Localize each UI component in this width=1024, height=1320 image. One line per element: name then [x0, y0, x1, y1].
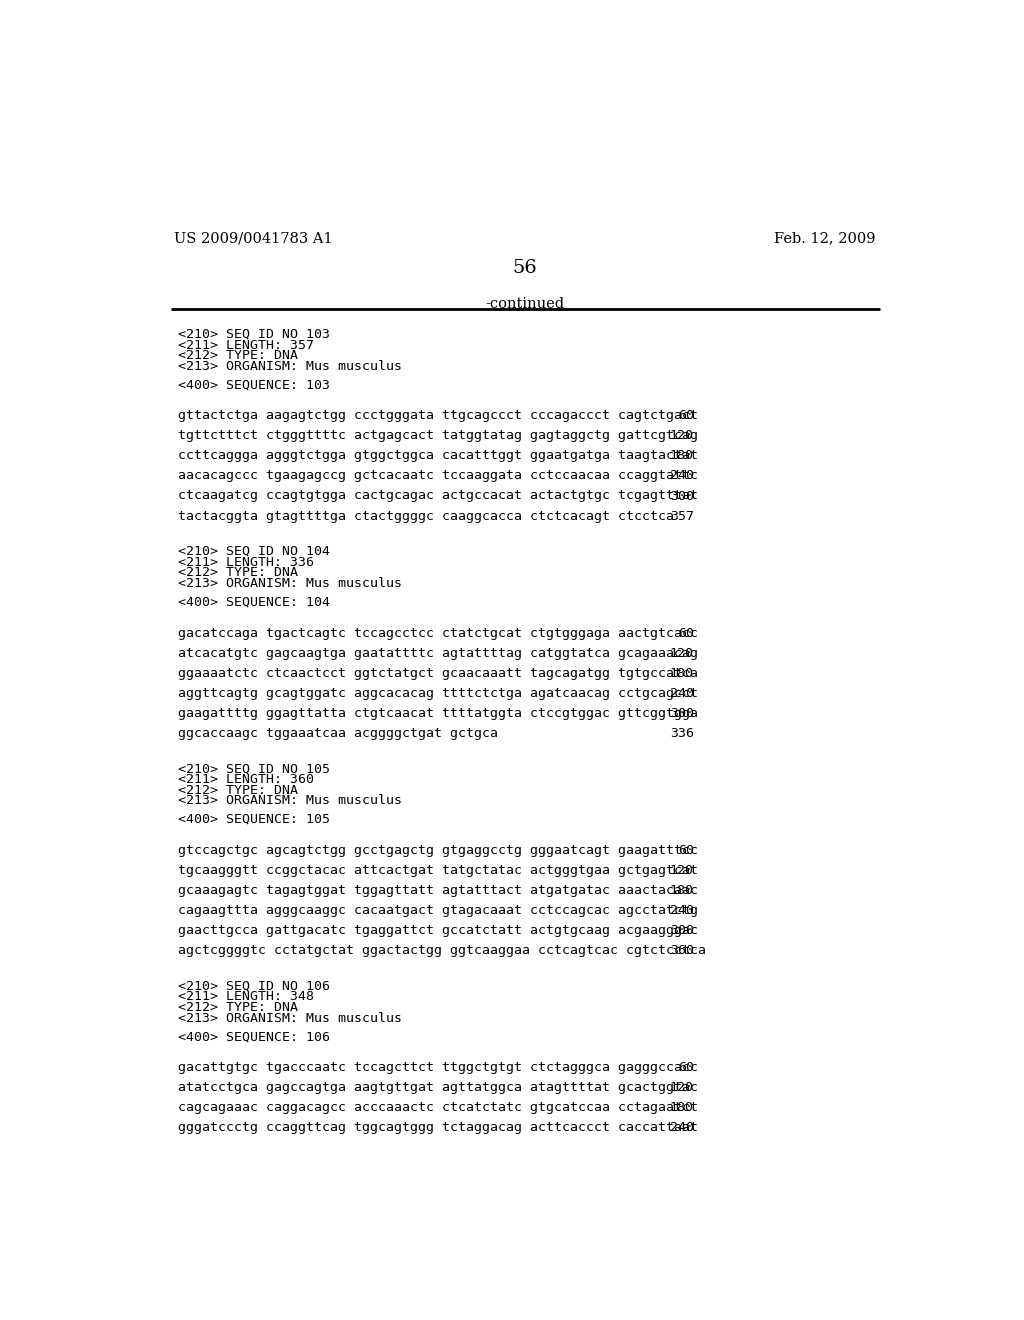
Text: 60: 60	[678, 1061, 693, 1074]
Text: <400> SEQUENCE: 104: <400> SEQUENCE: 104	[178, 595, 331, 609]
Text: <212> TYPE: DNA: <212> TYPE: DNA	[178, 1001, 298, 1014]
Text: 120: 120	[670, 647, 693, 660]
Text: gtccagctgc agcagtctgg gcctgagctg gtgaggcctg gggaatcagt gaagatttcc: gtccagctgc agcagtctgg gcctgagctg gtgaggc…	[178, 843, 698, 857]
Text: 180: 180	[670, 884, 693, 896]
Text: gaacttgcca gattgacatc tgaggattct gccatctatt actgtgcaag acgaagggac: gaacttgcca gattgacatc tgaggattct gccatct…	[178, 924, 698, 937]
Text: 240: 240	[670, 1121, 693, 1134]
Text: gttactctga aagagtctgg ccctgggata ttgcagccct cccagaccct cagtctgact: gttactctga aagagtctgg ccctgggata ttgcagc…	[178, 409, 698, 422]
Text: gaagattttg ggagttatta ctgtcaacat ttttatggta ctccgtggac gttcggtgga: gaagattttg ggagttatta ctgtcaacat ttttatg…	[178, 706, 698, 719]
Text: tgcaagggtt ccggctacac attcactgat tatgctatac actgggtgaa gctgagtcat: tgcaagggtt ccggctacac attcactgat tatgcta…	[178, 863, 698, 876]
Text: gggatccctg ccaggttcag tggcagtggg tctaggacag acttcaccct caccattaat: gggatccctg ccaggttcag tggcagtggg tctagga…	[178, 1121, 698, 1134]
Text: 180: 180	[670, 449, 693, 462]
Text: <213> ORGANISM: Mus musculus: <213> ORGANISM: Mus musculus	[178, 1011, 402, 1024]
Text: atatcctgca gagccagtga aagtgttgat agttatggca atagttttat gcactggtac: atatcctgca gagccagtga aagtgttgat agttatg…	[178, 1081, 698, 1094]
Text: gcaaagagtc tagagtggat tggagttatt agtatttact atgatgatac aaactacaac: gcaaagagtc tagagtggat tggagttatt agtattt…	[178, 884, 698, 896]
Text: -continued: -continued	[485, 297, 564, 312]
Text: ccttcaggga agggtctgga gtggctggca cacatttggt ggaatgatga taagtactat: ccttcaggga agggtctgga gtggctggca cacattt…	[178, 449, 698, 462]
Text: 60: 60	[678, 843, 693, 857]
Text: 240: 240	[670, 904, 693, 917]
Text: 300: 300	[670, 490, 693, 503]
Text: cagaagttta agggcaaggc cacaatgact gtagacaaat cctccagcac agcctatctg: cagaagttta agggcaaggc cacaatgact gtagaca…	[178, 904, 698, 917]
Text: 360: 360	[670, 944, 693, 957]
Text: 180: 180	[670, 667, 693, 680]
Text: Feb. 12, 2009: Feb. 12, 2009	[774, 231, 876, 246]
Text: 120: 120	[670, 429, 693, 442]
Text: 60: 60	[678, 627, 693, 640]
Text: <210> SEQ ID NO 106: <210> SEQ ID NO 106	[178, 979, 331, 993]
Text: 120: 120	[670, 863, 693, 876]
Text: 180: 180	[670, 1101, 693, 1114]
Text: <213> ORGANISM: Mus musculus: <213> ORGANISM: Mus musculus	[178, 360, 402, 374]
Text: 300: 300	[670, 924, 693, 937]
Text: 357: 357	[670, 510, 693, 523]
Text: 60: 60	[678, 409, 693, 422]
Text: <212> TYPE: DNA: <212> TYPE: DNA	[178, 784, 298, 797]
Text: <400> SEQUENCE: 106: <400> SEQUENCE: 106	[178, 1030, 331, 1043]
Text: aacacagccc tgaagagccg gctcacaatc tccaaggata cctccaacaa ccaggtattc: aacacagccc tgaagagccg gctcacaatc tccaagg…	[178, 470, 698, 483]
Text: 240: 240	[670, 470, 693, 483]
Text: atcacatgtc gagcaagtga gaatattttc agtattttag catggtatca gcagaaacag: atcacatgtc gagcaagtga gaatattttc agtattt…	[178, 647, 698, 660]
Text: ctcaagatcg ccagtgtgga cactgcagac actgccacat actactgtgc tcgagtttat: ctcaagatcg ccagtgtgga cactgcagac actgcca…	[178, 490, 698, 503]
Text: ggaaaatctc ctcaactcct ggtctatgct gcaacaaatt tagcagatgg tgtgccatca: ggaaaatctc ctcaactcct ggtctatgct gcaacaa…	[178, 667, 698, 680]
Text: <213> ORGANISM: Mus musculus: <213> ORGANISM: Mus musculus	[178, 577, 402, 590]
Text: <211> LENGTH: 360: <211> LENGTH: 360	[178, 774, 314, 785]
Text: tactacggta gtagttttga ctactggggc caaggcacca ctctcacagt ctcctca: tactacggta gtagttttga ctactggggc caaggca…	[178, 510, 675, 523]
Text: <400> SEQUENCE: 103: <400> SEQUENCE: 103	[178, 379, 331, 392]
Text: aggttcagtg gcagtggatc aggcacacag ttttctctga agatcaacag cctgcagcct: aggttcagtg gcagtggatc aggcacacag ttttctc…	[178, 686, 698, 700]
Text: 56: 56	[512, 259, 538, 276]
Text: gacatccaga tgactcagtc tccagcctcc ctatctgcat ctgtgggaga aactgtcacc: gacatccaga tgactcagtc tccagcctcc ctatctg…	[178, 627, 698, 640]
Text: 300: 300	[670, 706, 693, 719]
Text: <400> SEQUENCE: 105: <400> SEQUENCE: 105	[178, 813, 331, 826]
Text: <213> ORGANISM: Mus musculus: <213> ORGANISM: Mus musculus	[178, 795, 402, 808]
Text: ggcaccaagc tggaaatcaa acggggctgat gctgca: ggcaccaagc tggaaatcaa acggggctgat gctgca	[178, 726, 499, 739]
Text: tgttctttct ctgggttttc actgagcact tatggtatag gagtaggctg gattcgtcag: tgttctttct ctgggttttc actgagcact tatggta…	[178, 429, 698, 442]
Text: gacattgtgc tgacccaatc tccagcttct ttggctgtgt ctctagggca gagggccacc: gacattgtgc tgacccaatc tccagcttct ttggctg…	[178, 1061, 698, 1074]
Text: <210> SEQ ID NO 103: <210> SEQ ID NO 103	[178, 327, 331, 341]
Text: <211> LENGTH: 348: <211> LENGTH: 348	[178, 990, 314, 1003]
Text: 240: 240	[670, 686, 693, 700]
Text: <210> SEQ ID NO 104: <210> SEQ ID NO 104	[178, 545, 331, 558]
Text: 336: 336	[670, 726, 693, 739]
Text: cagcagaaac caggacagcc acccaaactc ctcatctatc gtgcatccaa cctagaatct: cagcagaaac caggacagcc acccaaactc ctcatct…	[178, 1101, 698, 1114]
Text: <211> LENGTH: 357: <211> LENGTH: 357	[178, 339, 314, 351]
Text: <212> TYPE: DNA: <212> TYPE: DNA	[178, 566, 298, 579]
Text: US 2009/0041783 A1: US 2009/0041783 A1	[174, 231, 333, 246]
Text: <210> SEQ ID NO 105: <210> SEQ ID NO 105	[178, 762, 331, 775]
Text: agctcggggtc cctatgctat ggactactgg ggtcaaggaa cctcagtcac cgtctcctca: agctcggggtc cctatgctat ggactactgg ggtcaa…	[178, 944, 707, 957]
Text: 120: 120	[670, 1081, 693, 1094]
Text: <211> LENGTH: 336: <211> LENGTH: 336	[178, 556, 314, 569]
Text: <212> TYPE: DNA: <212> TYPE: DNA	[178, 350, 298, 363]
